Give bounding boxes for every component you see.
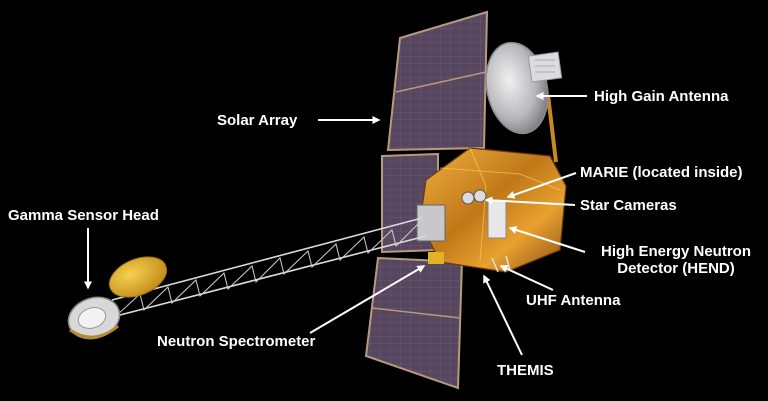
arrow-uhf-antenna [499,265,554,291]
spacecraft-bus [416,147,567,273]
gamma-sensor-head-graphic [67,256,168,340]
star-camera-1 [461,191,475,205]
star-camera-2 [473,189,487,203]
label-solar-array: Solar Array [217,112,298,129]
label-star-cameras: Star Cameras [580,197,677,214]
gamma-boom [111,217,427,317]
hend-box [487,199,507,239]
label-hend: High Energy Neutron Detector (HEND) [588,243,764,277]
label-marie: MARIE (located inside) [580,164,743,181]
label-uhf-antenna: UHF Antenna [526,292,621,309]
arrow-neutron-spectrometer [309,265,426,334]
label-high-gain-antenna: High Gain Antenna [594,88,729,105]
label-neutron-spectrometer: Neutron Spectrometer [157,333,316,350]
arrow-hend [508,226,586,253]
label-themis: THEMIS [497,362,554,379]
label-hend-line1: High Energy Neutron [600,243,751,260]
callout-arrows [84,92,587,356]
high-gain-antenna-graphic [485,41,563,163]
arrow-star-cameras [484,196,576,206]
label-gamma-sensor-head: Gamma Sensor Head [8,207,159,224]
solar-array-top [386,10,489,152]
arrow-themis [483,274,523,356]
label-hend-line2: Detector (HEND) [617,260,735,277]
arrow-marie [506,172,577,199]
solar-array-bottom [364,256,464,390]
